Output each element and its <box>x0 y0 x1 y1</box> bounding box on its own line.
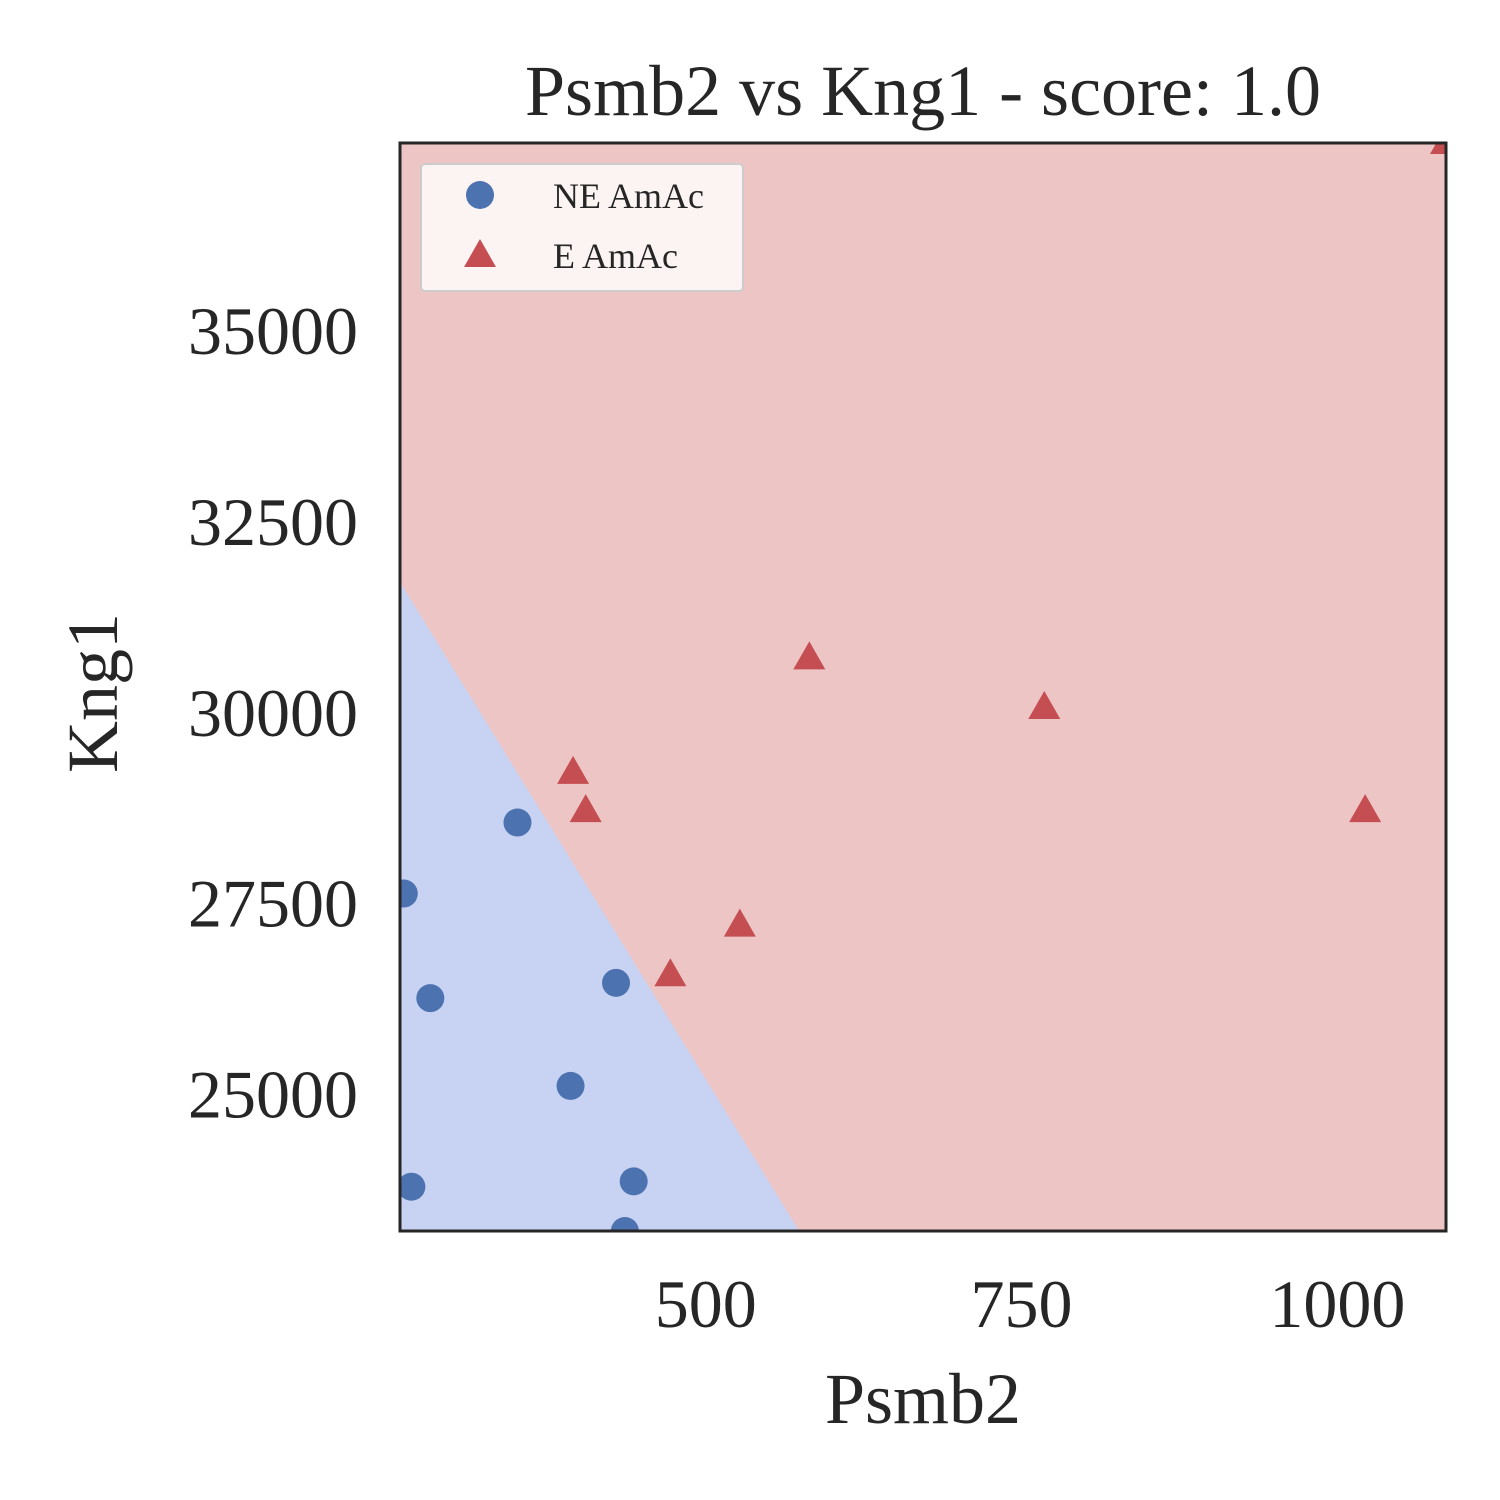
y-tick-label: 25000 <box>188 1057 358 1133</box>
ne-amac-point <box>610 1217 639 1231</box>
legend-box <box>420 163 744 292</box>
y-tick-label: 27500 <box>188 866 358 942</box>
e-amac-point <box>654 958 687 987</box>
plot-area <box>398 141 1448 1233</box>
plot-frame <box>398 141 1448 1233</box>
e-amac-point <box>1349 794 1382 823</box>
ne-amac-point <box>416 984 445 1013</box>
ne-amac-point <box>400 1172 426 1201</box>
e-amac-point <box>1028 690 1061 719</box>
ne-amac-point <box>556 1071 585 1100</box>
ne-amac-point <box>619 1167 648 1196</box>
y-tick-label: 35000 <box>188 293 358 369</box>
e-amac-point <box>569 794 602 823</box>
y-tick-label: 32500 <box>188 484 358 560</box>
ne-amac-region <box>400 582 800 1231</box>
data-points <box>400 143 1446 1231</box>
e-amac-point <box>793 641 826 670</box>
y-axis-label: Kng1 <box>53 613 133 773</box>
x-tick-label: 750 <box>971 1266 1073 1342</box>
chart-title: Psmb2 vs Kng1 - score: 1.0 <box>525 51 1321 131</box>
legend-circle-icon <box>466 181 494 209</box>
legend: NE AmAc E AmAc <box>420 163 744 292</box>
legend-triangle-icon <box>464 239 496 267</box>
ne-amac-point <box>602 968 631 997</box>
x-axis-ticks: 500 750 1000 <box>655 1266 1406 1342</box>
legend-label-e-amac: E AmAc <box>553 236 678 276</box>
y-axis-ticks: 25000 27500 30000 32500 35000 <box>188 293 358 1133</box>
e-amac-point <box>557 755 590 784</box>
x-tick-label: 500 <box>655 1266 757 1342</box>
e-amac-point <box>1430 143 1446 154</box>
x-tick-label: 1000 <box>1269 1266 1405 1342</box>
e-amac-region <box>400 143 1446 1231</box>
x-axis-label: Psmb2 <box>825 1359 1021 1439</box>
legend-label-ne-amac: NE AmAc <box>553 176 704 216</box>
e-amac-point <box>723 908 756 937</box>
ne-amac-point <box>400 879 418 908</box>
ne-amac-point <box>503 808 532 837</box>
y-tick-label: 30000 <box>188 675 358 751</box>
